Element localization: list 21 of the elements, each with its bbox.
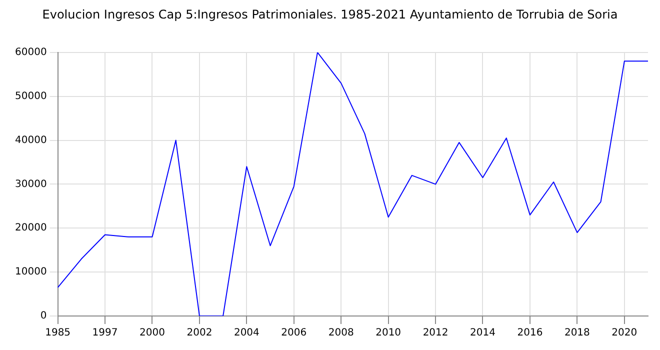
x-tick-label: 2012 <box>422 328 448 339</box>
y-tick-label: 60000 <box>15 46 47 58</box>
x-tick-label: 2010 <box>376 328 402 339</box>
x-tick-label: 2020 <box>612 328 638 339</box>
x-tick-label: 2014 <box>470 328 496 339</box>
x-tick-label: 2016 <box>517 328 543 339</box>
x-tick-label: 1985 <box>45 328 71 339</box>
y-tick-label: 0 <box>40 310 47 322</box>
x-tick-label: 2002 <box>186 328 212 339</box>
x-tick-label: 1997 <box>92 328 118 339</box>
y-tick-label: 20000 <box>15 222 47 234</box>
y-tick-label: 30000 <box>15 178 47 190</box>
x-tick-label: 2018 <box>564 328 590 339</box>
y-tick-label: 40000 <box>15 134 47 146</box>
x-tick-label: 2006 <box>281 328 307 339</box>
x-tick-label: 2004 <box>234 328 260 339</box>
x-tick-label: 2008 <box>328 328 354 339</box>
x-tick-label: 2000 <box>140 328 165 339</box>
y-tick-label: 10000 <box>15 266 47 278</box>
y-tick-label: 50000 <box>15 90 47 102</box>
chart-title: Evolucion Ingresos Cap 5:Ingresos Patrimoniales. 1985-2021 Ayuntamiento de Torrubia de Soria <box>42 7 618 22</box>
